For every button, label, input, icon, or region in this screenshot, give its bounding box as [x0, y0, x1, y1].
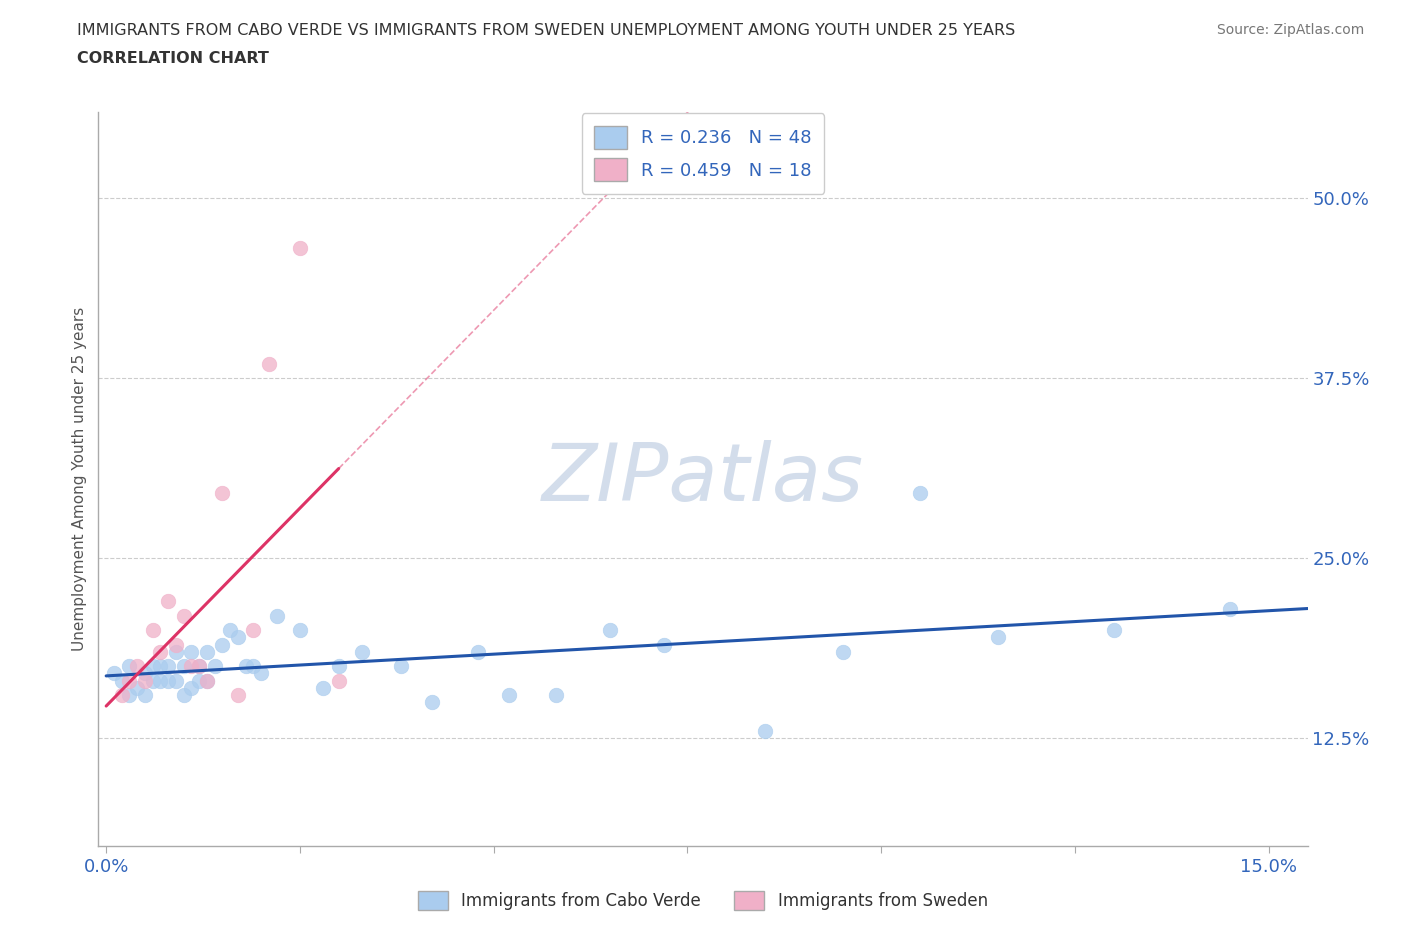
Point	[195, 673, 218, 688]
Point	[118, 687, 141, 702]
Point	[242, 658, 264, 673]
Text: ZIPatlas: ZIPatlas	[541, 440, 865, 518]
Point	[204, 658, 226, 673]
Point	[467, 644, 489, 659]
Point	[195, 673, 218, 688]
Point	[142, 623, 165, 638]
Point	[142, 658, 165, 673]
Point	[831, 644, 853, 659]
Point	[288, 241, 311, 256]
Point	[142, 673, 165, 688]
Point	[257, 356, 280, 371]
Point	[173, 608, 195, 623]
Text: Source: ZipAtlas.com: Source: ZipAtlas.com	[1216, 23, 1364, 37]
Y-axis label: Unemployment Among Youth under 25 years: Unemployment Among Youth under 25 years	[72, 307, 87, 651]
Point	[103, 666, 125, 681]
Point	[173, 687, 195, 702]
Point	[157, 673, 180, 688]
Point	[165, 673, 187, 688]
Point	[219, 623, 242, 638]
Point	[242, 623, 264, 638]
Point	[165, 637, 187, 652]
Text: CORRELATION CHART: CORRELATION CHART	[77, 51, 269, 66]
Point	[599, 623, 621, 638]
Text: IMMIGRANTS FROM CABO VERDE VS IMMIGRANTS FROM SWEDEN UNEMPLOYMENT AMONG YOUTH UN: IMMIGRANTS FROM CABO VERDE VS IMMIGRANTS…	[77, 23, 1015, 38]
Point	[328, 673, 350, 688]
Point	[266, 608, 288, 623]
Point	[250, 666, 273, 681]
Point	[312, 681, 335, 696]
Point	[111, 687, 134, 702]
Point	[498, 687, 520, 702]
Point	[157, 658, 180, 673]
Point	[134, 666, 156, 681]
Point	[389, 658, 412, 673]
Point	[118, 673, 141, 688]
Point	[420, 695, 443, 710]
Point	[180, 681, 202, 696]
Point	[544, 687, 567, 702]
Point	[328, 658, 350, 673]
Point	[288, 623, 311, 638]
Point	[986, 630, 1008, 644]
Point	[211, 485, 233, 500]
Point	[149, 658, 172, 673]
Legend: R = 0.236   N = 48, R = 0.459   N = 18: R = 0.236 N = 48, R = 0.459 N = 18	[582, 113, 824, 194]
Point	[1219, 601, 1241, 616]
Point	[1102, 623, 1125, 638]
Point	[149, 644, 172, 659]
Point	[157, 594, 180, 609]
Point	[195, 644, 218, 659]
Point	[211, 637, 233, 652]
Point	[165, 644, 187, 659]
Point	[188, 658, 211, 673]
Point	[111, 673, 134, 688]
Legend: Immigrants from Cabo Verde, Immigrants from Sweden: Immigrants from Cabo Verde, Immigrants f…	[412, 884, 994, 917]
Point	[908, 485, 931, 500]
Point	[127, 681, 149, 696]
Point	[652, 637, 675, 652]
Point	[134, 687, 156, 702]
Point	[180, 644, 202, 659]
Point	[226, 687, 249, 702]
Point	[118, 658, 141, 673]
Point	[173, 658, 195, 673]
Point	[350, 644, 373, 659]
Point	[226, 630, 249, 644]
Point	[188, 658, 211, 673]
Point	[235, 658, 257, 673]
Point	[149, 673, 172, 688]
Point	[134, 673, 156, 688]
Point	[127, 658, 149, 673]
Point	[180, 658, 202, 673]
Point	[188, 673, 211, 688]
Point	[754, 724, 776, 738]
